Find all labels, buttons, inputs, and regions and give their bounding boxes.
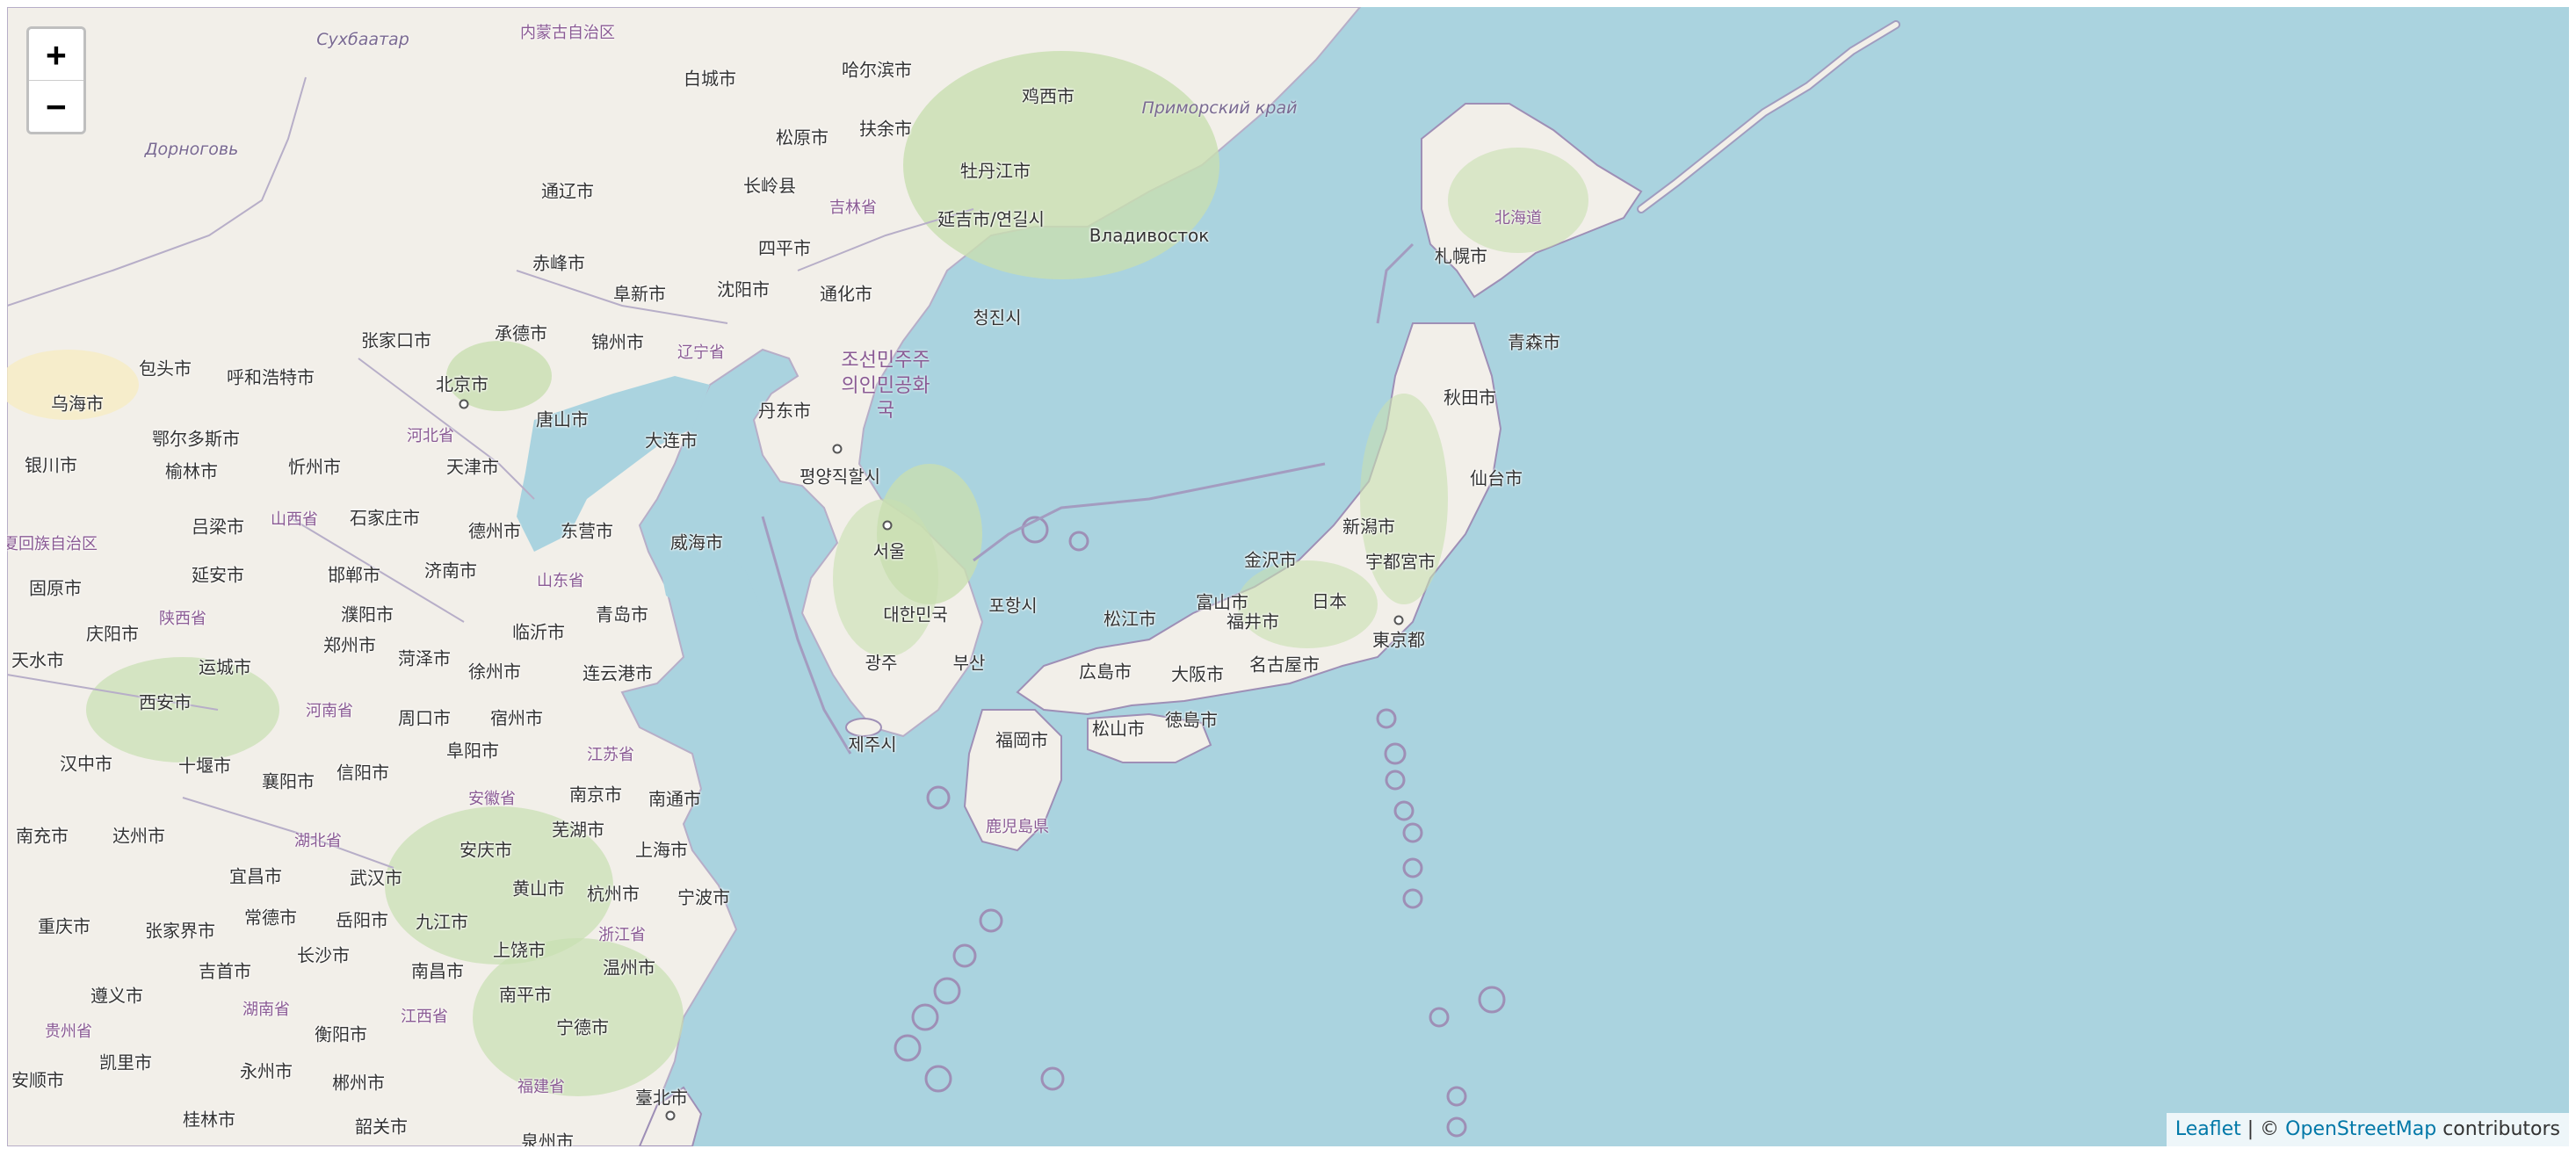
capital-marker-icon xyxy=(665,1110,676,1121)
zoom-control: + − xyxy=(26,26,86,134)
attribution-separator: | © xyxy=(2240,1118,2286,1140)
attribution-bar: Leaflet | © OpenStreetMap contributors xyxy=(2166,1113,2569,1146)
zoom-in-button[interactable]: + xyxy=(29,29,83,81)
leaflet-link[interactable]: Leaflet xyxy=(2174,1118,2241,1140)
forest-area xyxy=(903,51,1219,279)
capital-marker-icon xyxy=(459,399,469,409)
landmass-shikoku xyxy=(1087,712,1212,763)
forest-area xyxy=(1237,560,1378,648)
forest-area xyxy=(473,938,684,1096)
bohai-sea xyxy=(517,376,710,552)
landmass-honshu xyxy=(1016,322,1502,716)
shandong-sea-cut xyxy=(657,543,763,622)
map-viewport[interactable]: 白城市 哈尔滨市 鸡西市 松原市 扶余市 牡丹江市 长岭县 延吉市/연길시 四平市 通化市 阜新市沈… xyxy=(7,7,2569,1146)
desert-area xyxy=(7,350,139,420)
zoom-out-button[interactable]: − xyxy=(29,81,83,132)
forest-area xyxy=(833,499,938,657)
landmass-kyushu xyxy=(963,709,1062,852)
izu-islands xyxy=(1376,708,1506,1138)
capital-marker-icon xyxy=(832,444,843,454)
island-jeju xyxy=(845,718,882,737)
forest-area xyxy=(1360,394,1448,604)
osm-link[interactable]: OpenStreetMap xyxy=(2285,1118,2437,1140)
map-tiles xyxy=(7,7,2569,1146)
forest-area xyxy=(446,341,552,411)
forest-area xyxy=(385,806,613,965)
ryukyu-islands xyxy=(894,785,1065,1093)
landmass-mainland xyxy=(7,7,1362,1146)
attribution-suffix: contributors xyxy=(2436,1118,2560,1140)
kuril-islands-land xyxy=(1639,22,1899,212)
forest-area xyxy=(86,657,279,762)
capital-marker-icon xyxy=(1393,615,1404,625)
island xyxy=(1068,531,1089,552)
capital-marker-icon xyxy=(882,520,893,531)
maritime-borders xyxy=(761,242,1415,755)
forest-area xyxy=(1448,148,1588,253)
province-borders xyxy=(7,76,974,869)
